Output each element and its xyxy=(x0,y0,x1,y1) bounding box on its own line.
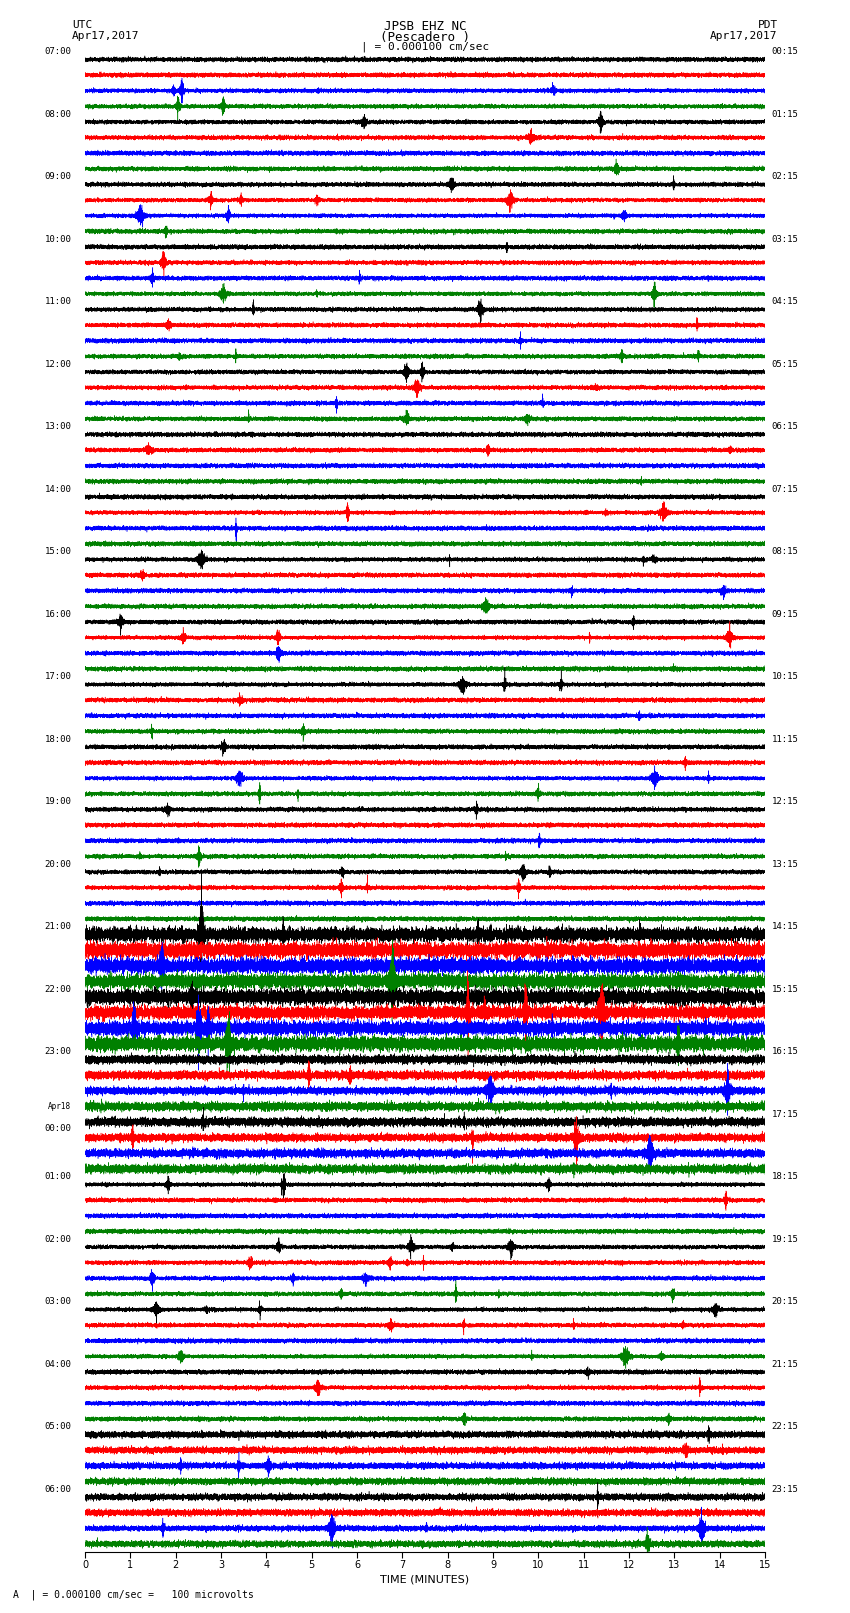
Text: 00:15: 00:15 xyxy=(772,47,799,56)
Text: Apr18: Apr18 xyxy=(48,1102,71,1111)
Text: 13:00: 13:00 xyxy=(44,423,71,431)
Text: 21:00: 21:00 xyxy=(44,923,71,931)
Text: 16:00: 16:00 xyxy=(44,610,71,619)
Text: 08:00: 08:00 xyxy=(44,110,71,119)
Text: 11:15: 11:15 xyxy=(772,734,799,744)
Text: 10:15: 10:15 xyxy=(772,673,799,681)
Text: 23:15: 23:15 xyxy=(772,1484,799,1494)
Text: 02:15: 02:15 xyxy=(772,173,799,181)
Text: 03:00: 03:00 xyxy=(44,1297,71,1307)
Text: 12:15: 12:15 xyxy=(772,797,799,806)
Text: 05:00: 05:00 xyxy=(44,1423,71,1431)
Text: 07:15: 07:15 xyxy=(772,484,799,494)
Text: 17:00: 17:00 xyxy=(44,673,71,681)
Text: 02:00: 02:00 xyxy=(44,1234,71,1244)
Text: 22:15: 22:15 xyxy=(772,1423,799,1431)
Text: JPSB EHZ NC: JPSB EHZ NC xyxy=(383,19,467,34)
Text: 04:15: 04:15 xyxy=(772,297,799,306)
Text: 16:15: 16:15 xyxy=(772,1047,799,1057)
Text: 20:15: 20:15 xyxy=(772,1297,799,1307)
Text: UTC: UTC xyxy=(72,19,93,31)
Text: 19:00: 19:00 xyxy=(44,797,71,806)
Text: (Pescadero ): (Pescadero ) xyxy=(380,31,470,44)
Text: 05:15: 05:15 xyxy=(772,360,799,369)
Text: 14:00: 14:00 xyxy=(44,484,71,494)
Text: 07:00: 07:00 xyxy=(44,47,71,56)
Text: 21:15: 21:15 xyxy=(772,1360,799,1369)
Text: 04:00: 04:00 xyxy=(44,1360,71,1369)
Text: 19:15: 19:15 xyxy=(772,1234,799,1244)
Text: 15:00: 15:00 xyxy=(44,547,71,556)
Text: 22:00: 22:00 xyxy=(44,984,71,994)
Text: Apr17,2017: Apr17,2017 xyxy=(711,31,778,40)
Text: 08:15: 08:15 xyxy=(772,547,799,556)
Text: 14:15: 14:15 xyxy=(772,923,799,931)
Text: 06:00: 06:00 xyxy=(44,1484,71,1494)
X-axis label: TIME (MINUTES): TIME (MINUTES) xyxy=(381,1574,469,1584)
Text: 15:15: 15:15 xyxy=(772,984,799,994)
Text: Apr17,2017: Apr17,2017 xyxy=(72,31,139,40)
Text: 03:15: 03:15 xyxy=(772,234,799,244)
Text: 13:15: 13:15 xyxy=(772,860,799,869)
Text: 01:15: 01:15 xyxy=(772,110,799,119)
Text: 17:15: 17:15 xyxy=(772,1110,799,1119)
Text: 18:00: 18:00 xyxy=(44,734,71,744)
Text: 09:15: 09:15 xyxy=(772,610,799,619)
Text: 09:00: 09:00 xyxy=(44,173,71,181)
Text: 20:00: 20:00 xyxy=(44,860,71,869)
Text: 23:00: 23:00 xyxy=(44,1047,71,1057)
Text: A  | = 0.000100 cm/sec =   100 microvolts: A | = 0.000100 cm/sec = 100 microvolts xyxy=(13,1589,253,1600)
Text: 06:15: 06:15 xyxy=(772,423,799,431)
Text: PDT: PDT xyxy=(757,19,778,31)
Text: 18:15: 18:15 xyxy=(772,1173,799,1181)
Text: 01:00: 01:00 xyxy=(44,1173,71,1181)
Text: 11:00: 11:00 xyxy=(44,297,71,306)
Text: 00:00: 00:00 xyxy=(44,1124,71,1132)
Text: | = 0.000100 cm/sec: | = 0.000100 cm/sec xyxy=(361,42,489,52)
Text: 10:00: 10:00 xyxy=(44,234,71,244)
Text: 12:00: 12:00 xyxy=(44,360,71,369)
